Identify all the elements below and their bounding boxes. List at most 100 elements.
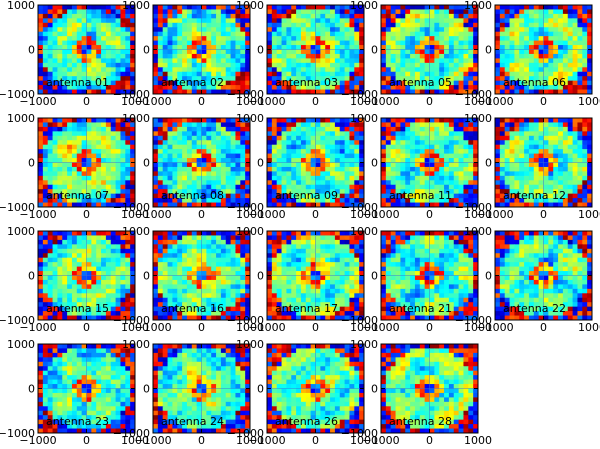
heatmap-cell (548, 131, 554, 137)
heatmap-cell (305, 76, 312, 82)
heatmap-cell (167, 135, 173, 141)
heatmap-cell (473, 36, 478, 42)
heatmap-cell (528, 53, 535, 59)
heatmap-cell (206, 166, 212, 172)
heatmap-cell (395, 135, 401, 141)
heatmap-cell (162, 22, 169, 28)
heatmap-cell (81, 244, 88, 250)
heatmap-cell (385, 49, 392, 55)
heatmap-cell (276, 53, 283, 59)
heatmap-cell (167, 293, 173, 299)
heatmap-cell (186, 262, 193, 268)
heatmap-cell (172, 31, 178, 37)
heatmap-cell (191, 275, 198, 281)
heatmap-cell (390, 71, 397, 77)
heatmap-cell (191, 257, 198, 263)
heatmap-cell (558, 5, 564, 11)
heatmap-cell (86, 89, 92, 94)
heatmap-cell (429, 31, 435, 37)
heatmap-cell (582, 158, 588, 164)
heatmap-cell (587, 22, 592, 28)
heatmap-cell (120, 131, 126, 137)
heatmap-cell (339, 89, 346, 94)
heatmap-cell (38, 71, 44, 77)
heatmap-cell (182, 284, 188, 290)
heatmap-cell (300, 149, 307, 155)
heatmap-cell (115, 62, 122, 68)
heatmap-cell (186, 118, 193, 124)
heatmap-cell (558, 166, 564, 172)
heatmap-cell (339, 71, 346, 77)
heatmap-cell (276, 180, 283, 186)
heatmap-cell (52, 193, 58, 199)
heatmap-cell (300, 36, 307, 42)
heatmap-cell (296, 131, 302, 137)
heatmap-cell (182, 5, 188, 11)
heatmap-cell (211, 202, 217, 207)
heatmap-cell (235, 40, 241, 46)
heatmap-cell (543, 67, 549, 73)
heatmap-cell (524, 36, 530, 42)
heatmap-cell (562, 67, 569, 73)
heatmap-cell (405, 13, 411, 19)
heatmap-cell (419, 40, 426, 46)
heatmap-cell (558, 13, 564, 19)
heatmap-cell (528, 126, 535, 132)
heatmap-cell (381, 85, 387, 91)
heatmap-cell (587, 49, 592, 55)
heatmap-cell (105, 49, 112, 55)
heatmap-cell (330, 76, 336, 82)
heatmap-cell (101, 302, 107, 308)
heatmap-cell (385, 135, 392, 141)
heatmap-cell (567, 13, 574, 19)
heatmap-cell (211, 180, 217, 186)
heatmap-cell (230, 122, 237, 128)
heatmap-cell (120, 202, 126, 207)
heatmap-cell (167, 302, 173, 308)
y-tick-label: −1000 (227, 88, 264, 101)
heatmap-cell (38, 13, 44, 19)
heatmap-cell (62, 311, 68, 317)
heatmap-cell (424, 118, 431, 124)
heatmap-cell (38, 266, 44, 272)
heatmap-cell (514, 27, 520, 33)
heatmap-cell (434, 67, 440, 73)
heatmap-cell (245, 40, 250, 46)
heatmap-cell (67, 76, 73, 82)
heatmap-cell (463, 135, 469, 141)
heatmap-cell (216, 80, 222, 86)
heatmap-cell (587, 140, 592, 146)
heatmap-cell (110, 284, 117, 290)
heatmap-cell (504, 193, 511, 199)
heatmap-cell (419, 58, 426, 64)
heatmap-cell (344, 144, 351, 150)
heatmap-cell (320, 184, 326, 190)
heatmap-cell (216, 62, 222, 68)
heatmap-cell (240, 158, 246, 164)
heatmap-cell (419, 135, 426, 141)
heatmap-cell (400, 122, 406, 128)
heatmap-cell (52, 13, 58, 19)
heatmap-cell (577, 85, 583, 91)
heatmap-cell (91, 288, 97, 294)
heatmap-cell (553, 189, 559, 195)
heatmap-cell (296, 118, 302, 124)
heatmap-cell (76, 131, 83, 137)
heatmap-cell (105, 18, 112, 24)
heatmap-cell (410, 202, 416, 207)
heatmap-cell (105, 275, 112, 281)
heatmap-cell (325, 49, 331, 55)
heatmap-cell (101, 193, 107, 199)
heatmap-cell (473, 126, 478, 132)
heatmap-cell (86, 184, 92, 190)
heatmap-cell (57, 180, 63, 186)
heatmap-cell (206, 284, 212, 290)
heatmap-cell (276, 40, 283, 46)
heatmap-cell (230, 144, 237, 150)
heatmap-cell (519, 122, 525, 128)
heatmap-cell (42, 131, 49, 137)
heatmap-cell (410, 22, 416, 28)
y-tick-label: 1000 (350, 0, 378, 12)
heatmap-cell (349, 67, 355, 73)
heatmap-cell (81, 302, 88, 308)
